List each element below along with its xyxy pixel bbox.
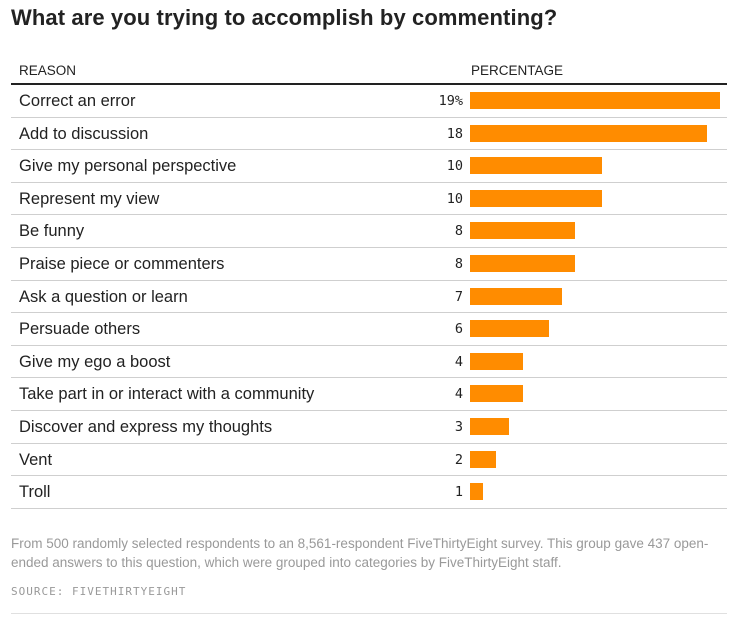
category-label: Correct an error [19,92,136,110]
value-label: 8 [454,223,463,240]
category-label: Represent my view [19,189,160,208]
bar-row: Discover and express my thoughts 3 [11,411,727,444]
bar-row: Give my ego a boost 4 [11,346,727,379]
bottom-divider [11,613,727,614]
chart-title: What are you trying to accomplish by com… [11,5,558,30]
bar [470,124,707,142]
category-label: Praise piece or commenters [19,254,225,273]
value-label: 7 [454,288,463,305]
bar [470,254,575,272]
bar [470,157,602,175]
value-label: 8 [454,255,463,272]
bar-row: Be funny 8 [11,215,727,248]
bar [470,92,720,109]
bar-row: Correct an error 19% [11,85,727,118]
value-label: 6 [454,321,463,338]
reason-column-header: REASON [19,63,77,78]
bar-row: Represent my view 10 [11,183,727,216]
value-label: 19% [438,93,463,109]
value-label: 18 [446,125,463,142]
category-label: Give my ego a boost [19,352,171,371]
value-label: 2 [454,451,463,468]
category-label: Vent [19,450,53,469]
category-label: Be funny [19,222,85,241]
category-label: Add to discussion [19,124,149,143]
value-label: 4 [454,386,463,403]
bar-row: Add to discussion 18 [11,118,727,151]
bar-row: Vent 2 [11,444,727,477]
category-label: Give my personal perspective [19,157,237,176]
value-label: 10 [446,190,463,207]
value-label: 1 [454,484,463,501]
bar [470,385,523,403]
bar [470,352,523,370]
bar [470,287,562,305]
category-label: Discover and express my thoughts [19,417,273,436]
bar [470,450,496,468]
bar-row: Give my personal perspective 10 [11,150,727,183]
value-label: 10 [446,158,463,175]
bar [470,483,483,501]
category-label: Ask a question or learn [19,287,188,306]
percentage-column-header: PERCENTAGE [471,63,564,78]
category-label: Troll [19,483,51,502]
chart-source: SOURCE: FIVETHIRTYEIGHT [11,585,187,598]
bar-row: Take part in or interact with a communit… [11,378,727,411]
bar [470,417,509,435]
bar [470,222,575,240]
bar [470,189,602,207]
category-label: Take part in or interact with a communit… [19,385,315,404]
category-label: Persuade others [19,320,141,339]
value-label: 4 [454,353,463,370]
bar-row: Ask a question or learn 7 [11,281,727,314]
bar-row: Persuade others 6 [11,313,727,346]
value-label: 3 [454,418,463,435]
chart-note: From 500 randomly selected respondents t… [11,536,709,570]
bar [470,320,549,338]
bar-chart-rows: Correct an error 19% Add to discussion 18 Gi… [11,85,727,509]
table-header: REASON PERCENTAGE [11,62,727,85]
bar-row: Troll 1 [11,476,727,509]
bar-row: Praise piece or commenters 8 [11,248,727,281]
